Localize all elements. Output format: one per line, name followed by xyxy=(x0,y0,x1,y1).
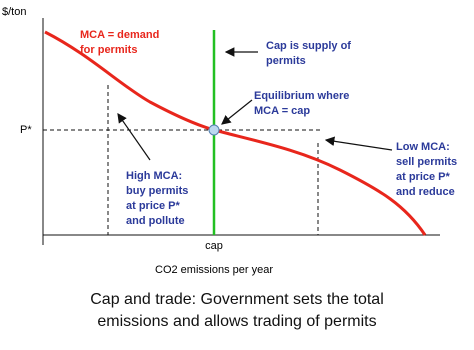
mca-curve xyxy=(44,30,427,236)
equilibrium-point xyxy=(208,124,220,136)
annotation: and pollute xyxy=(126,215,185,227)
caption: emissions and allows trading of permits xyxy=(97,313,376,330)
annotation: permits xyxy=(266,55,306,67)
x-label: CO2 emissions per year xyxy=(155,264,273,276)
annotation: at price P* xyxy=(126,200,181,212)
annotations: MCA = demand for permits Cap is supply of p… xyxy=(80,29,457,227)
annotation: sell permits xyxy=(396,156,457,168)
annotation: at price P* xyxy=(396,171,451,183)
annotation: High MCA: xyxy=(126,170,182,182)
axes xyxy=(42,18,440,245)
annotation: and reduce xyxy=(396,186,455,198)
caption: Cap and trade: Government sets the total xyxy=(90,291,384,308)
price-label: P* xyxy=(20,124,32,136)
annotation: Equilibrium where xyxy=(254,90,349,102)
annotation: MCA = demand xyxy=(80,29,159,41)
y-label: $/ton xyxy=(2,6,26,18)
annotation: buy permits xyxy=(126,185,188,197)
annotation: MCA = cap xyxy=(254,105,310,117)
annotation: Low MCA: xyxy=(396,141,450,153)
annotation: for permits xyxy=(80,44,137,56)
arrows xyxy=(117,47,393,161)
annotation: Cap is supply of xyxy=(266,40,351,52)
guides xyxy=(43,85,320,235)
cap-label: cap xyxy=(205,240,223,252)
